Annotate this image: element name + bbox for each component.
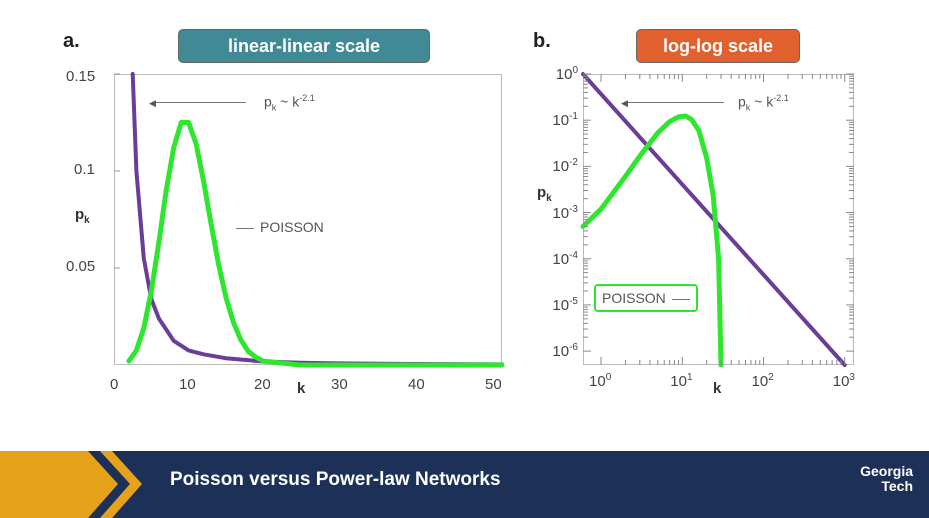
panel-b-y-axis-label: pk	[537, 184, 552, 204]
panel-b-y-tick-exp: -5	[569, 295, 578, 307]
panel-b-x-axis-label: k	[713, 380, 722, 397]
panel-b-power-law-rest: ~ k	[750, 93, 774, 110]
panel-b-y-tick-label: 100	[556, 65, 578, 83]
panel-b-power-law-p: p	[738, 93, 746, 110]
panel-b-y-tick-label: 10-5	[552, 296, 578, 314]
panel-b-y-tick-base: 10	[552, 204, 570, 222]
panel-a-poisson-annotation: POISSON	[236, 219, 324, 235]
panel-b-y-tick-label: 10-1	[552, 111, 578, 129]
panel-b-y-tick-base: 10	[552, 250, 570, 268]
panel-b-x-tick-exp: 1	[686, 372, 693, 383]
panel-b-y-tick-label: 10-4	[552, 250, 578, 268]
panel-a-poisson-arrow-icon	[236, 227, 254, 229]
panel-b-x-tick-exp: 0	[605, 372, 612, 383]
panel-b-y-tick-label: 10-3	[552, 204, 578, 222]
panel-a-y-tick-0.05: 0.05	[66, 258, 96, 275]
panel-a-x-axis-label: k	[297, 380, 306, 397]
panel-a-x-tick-0: 0	[110, 376, 119, 393]
panel-b-poisson-arrow-icon	[671, 298, 690, 300]
panel-b-x-tick-label: 100	[589, 372, 611, 390]
panel-a-scale-badge: linear-linear scale	[178, 29, 430, 63]
panel-b-y-tick-exp: -1	[569, 111, 578, 123]
panel-b-y-tick-exp: -2	[569, 157, 578, 169]
panel-b-y-tick-base: 10	[552, 296, 570, 314]
panel-b-y-tick-exp: -4	[569, 249, 578, 261]
panel-b-y-axis-label-p: p	[537, 184, 547, 201]
panel-b-y-tick-label: 10-6	[552, 342, 578, 360]
panel-b-y-tick-base: 10	[552, 343, 570, 361]
panel-a-y-tick-0.15: 0.15	[66, 68, 96, 85]
panel-b-y-tick-base: 10	[552, 112, 570, 130]
panel-a-x-tick-50: 50	[485, 376, 502, 393]
panel-a-x-tick-20: 20	[254, 376, 271, 393]
panel-b-y-tick-base: 10	[552, 158, 570, 176]
panel-b-x-tick-exp: 2	[768, 372, 774, 383]
panel-b-x-tick-exp: 3	[849, 372, 855, 383]
panel-b-y-tick-label: 10-2	[552, 157, 578, 175]
panel-b-y-tick-exp: 0	[572, 65, 578, 76]
panel-b-arrow-left-icon: ◀	[621, 98, 724, 108]
panel-a-y-axis-label-p: p	[75, 206, 85, 223]
panel-b-x-tick-base: 10	[670, 373, 687, 390]
panel-b-scale-badge: log-log scale	[636, 29, 800, 63]
panel-a-y-axis-label-sub: k	[84, 215, 90, 226]
panel-a-arrow-left-icon: ◀	[149, 98, 246, 108]
panel-b-plot-frame	[583, 74, 854, 365]
panel-b-x-tick-base: 10	[751, 373, 769, 390]
panel-a-power-law-rest: ~ k	[276, 93, 300, 110]
panel-a-letter: a.	[63, 30, 80, 52]
panel-b-poisson-label: POISSON	[602, 290, 666, 306]
panel-b-y-axis-label-sub: k	[546, 193, 552, 204]
panel-a-power-law-p: p	[264, 93, 272, 110]
title-bar: Poisson versus Power-law Networks Georgi…	[0, 451, 929, 518]
panel-a-y-tick-0.1: 0.1	[74, 161, 95, 178]
panel-b-y-tick-base: 10	[555, 66, 573, 83]
chevron-icon	[0, 451, 142, 518]
panel-a-x-tick-30: 30	[331, 376, 348, 393]
slide-title: Poisson versus Power-law Networks	[170, 469, 501, 490]
panel-a-y-axis-label: pk	[75, 206, 90, 226]
panel-b-power-law-annotation: ◀ pk ~ k-2.1	[621, 93, 789, 112]
panel-a-x-tick-40: 40	[408, 376, 425, 393]
panel-b-x-tick-label: 102	[752, 372, 774, 390]
panel-b-letter: b.	[533, 30, 551, 52]
panel-b-y-tick-exp: -6	[569, 342, 578, 354]
panel-b-power-law-exp: -2.1	[773, 93, 789, 103]
panel-b-x-tick-label: 101	[670, 372, 692, 390]
panel-b-x-tick-base: 10	[832, 373, 850, 390]
logo-line-1: Georgia	[860, 463, 913, 479]
panel-a-poisson-label: POISSON	[260, 219, 324, 235]
logo-line-2: Tech	[881, 478, 913, 494]
panel-b-y-tick-exp: -3	[569, 203, 578, 215]
panel-b-x-tick-label: 103	[833, 372, 855, 390]
panel-a-power-law-exp: -2.1	[299, 93, 315, 103]
panel-a-x-tick-10: 10	[179, 376, 196, 393]
georgia-tech-logo: Georgia Tech	[860, 464, 913, 494]
panel-b-poisson-annotation: POISSON	[594, 284, 698, 312]
panel-a-power-law-annotation: ◀ pk ~ k-2.1	[149, 93, 315, 112]
panel-b-x-tick-base: 10	[589, 373, 606, 390]
